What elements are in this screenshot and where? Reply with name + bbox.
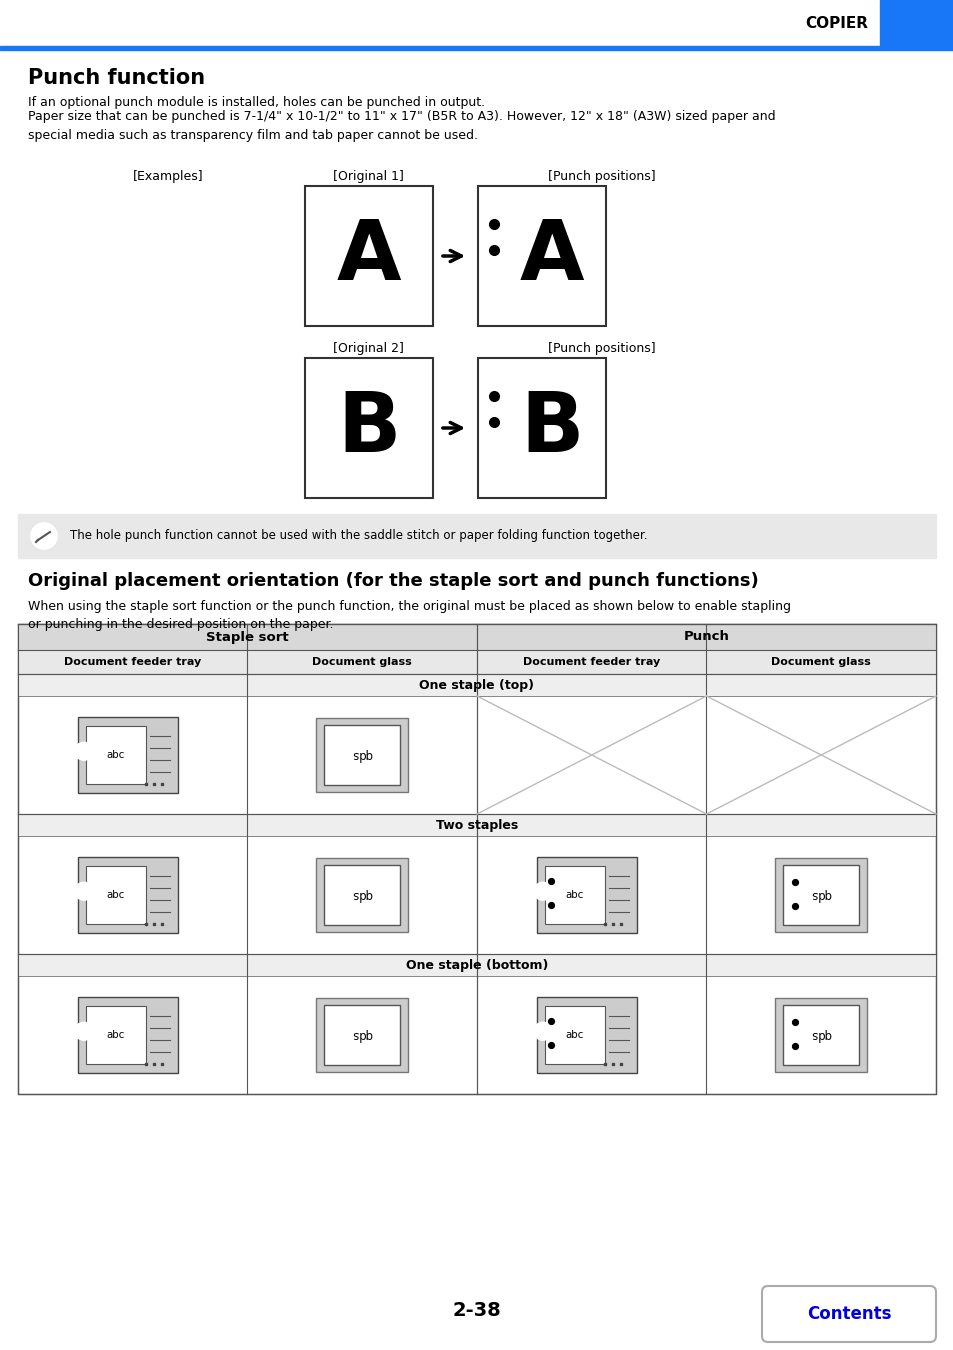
Text: One staple (bottom): One staple (bottom) <box>405 958 548 972</box>
Text: qds: qds <box>352 888 373 902</box>
Text: qds: qds <box>810 1029 831 1041</box>
Text: A: A <box>336 216 401 297</box>
Bar <box>477 186 605 325</box>
Text: Paper size that can be punched is 7-1/4" x 10-1/2" to 11" x 17" (B5R to A3). How: Paper size that can be punched is 7-1/4"… <box>28 109 775 142</box>
Bar <box>18 514 935 558</box>
Bar <box>315 998 408 1072</box>
Bar <box>782 865 859 925</box>
Circle shape <box>75 1022 92 1041</box>
Bar <box>324 1004 399 1065</box>
Bar <box>18 814 935 836</box>
Text: Document feeder tray: Document feeder tray <box>64 657 201 667</box>
Bar <box>537 857 636 933</box>
Text: Original placement orientation (for the staple sort and punch functions): Original placement orientation (for the … <box>28 572 758 590</box>
Bar <box>78 717 177 792</box>
Circle shape <box>534 883 551 900</box>
Text: If an optional punch module is installed, holes can be punched in output.: If an optional punch module is installed… <box>28 96 485 109</box>
Bar <box>774 998 866 1072</box>
Bar <box>315 859 408 932</box>
Bar <box>315 718 408 791</box>
Bar <box>476 649 706 674</box>
Circle shape <box>534 1022 551 1041</box>
Text: [Original 1]: [Original 1] <box>333 170 403 184</box>
Text: Punch: Punch <box>683 630 729 644</box>
Bar <box>78 998 177 1073</box>
Text: One staple (top): One staple (top) <box>419 679 534 691</box>
Circle shape <box>75 883 92 900</box>
Text: Punch function: Punch function <box>28 68 205 88</box>
Bar <box>86 1006 146 1065</box>
Bar <box>86 725 146 784</box>
Bar <box>477 358 605 498</box>
Bar <box>18 954 935 976</box>
Bar <box>0 46 953 50</box>
Text: A: A <box>519 216 583 297</box>
Text: abc: abc <box>107 890 125 900</box>
Text: Contents: Contents <box>806 1305 890 1323</box>
Bar <box>879 0 953 46</box>
Bar <box>305 186 433 325</box>
Bar <box>86 865 146 925</box>
Bar <box>706 649 935 674</box>
Bar <box>247 649 476 674</box>
Text: abc: abc <box>107 751 125 760</box>
Text: Staple sort: Staple sort <box>206 630 289 644</box>
Text: qds: qds <box>352 748 373 761</box>
Bar <box>476 624 935 649</box>
Bar <box>537 998 636 1073</box>
Text: [Punch positions]: [Punch positions] <box>547 342 655 355</box>
Circle shape <box>75 743 92 760</box>
Text: COPIER: COPIER <box>804 15 867 31</box>
Text: qds: qds <box>810 888 831 902</box>
Bar <box>78 857 177 933</box>
Text: The hole punch function cannot be used with the saddle stitch or paper folding f: The hole punch function cannot be used w… <box>70 529 647 543</box>
Text: abc: abc <box>565 890 583 900</box>
Bar <box>18 624 476 649</box>
Text: 2-38: 2-38 <box>452 1300 501 1319</box>
Text: [Original 2]: [Original 2] <box>333 342 403 355</box>
Text: Document feeder tray: Document feeder tray <box>522 657 659 667</box>
Text: Two staples: Two staples <box>436 818 517 832</box>
Text: qds: qds <box>352 1029 373 1041</box>
Bar <box>18 649 247 674</box>
Text: Document glass: Document glass <box>312 657 412 667</box>
Bar <box>305 358 433 498</box>
Bar <box>18 674 935 697</box>
Bar <box>324 865 399 925</box>
Bar <box>324 725 399 786</box>
Text: B: B <box>337 387 400 468</box>
Bar <box>544 865 604 925</box>
FancyBboxPatch shape <box>761 1287 935 1342</box>
Text: When using the staple sort function or the punch function, the original must be : When using the staple sort function or t… <box>28 599 790 630</box>
Circle shape <box>30 522 57 549</box>
Text: Document glass: Document glass <box>771 657 870 667</box>
Bar <box>18 624 935 1094</box>
Bar <box>544 1006 604 1065</box>
Text: [Punch positions]: [Punch positions] <box>547 170 655 184</box>
Text: abc: abc <box>107 1030 125 1040</box>
Text: [Examples]: [Examples] <box>132 170 203 184</box>
Text: B: B <box>519 387 583 468</box>
Bar <box>782 1004 859 1065</box>
Text: abc: abc <box>565 1030 583 1040</box>
Bar <box>774 859 866 932</box>
